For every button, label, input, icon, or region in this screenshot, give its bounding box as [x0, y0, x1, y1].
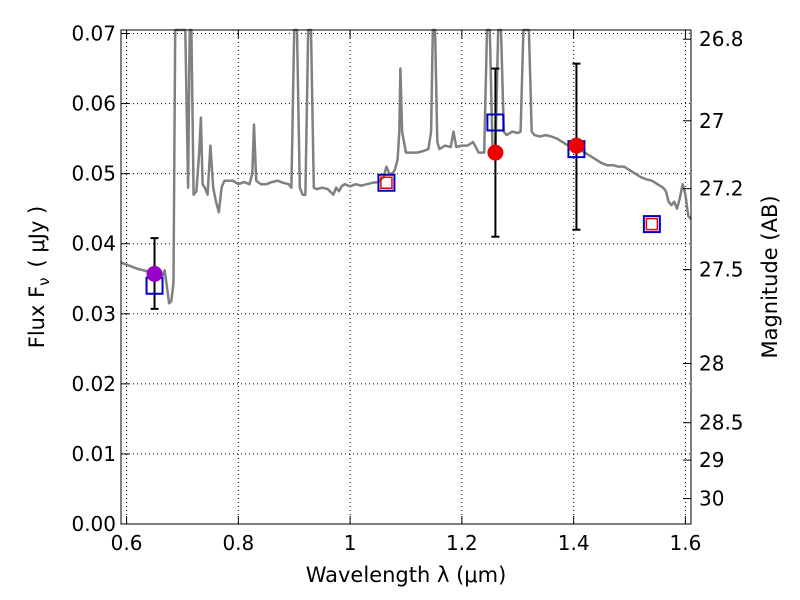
model-spectrum — [120, 28, 692, 305]
model-photometry-square — [377, 173, 396, 192]
x-tick-label: 0.6 — [111, 531, 143, 555]
y-tick-label: 0.06 — [71, 92, 116, 116]
x-axis-label: Wavelength λ (μm) — [306, 563, 507, 587]
photometry-markers — [145, 62, 661, 310]
observed-point — [568, 137, 585, 154]
y-tick-label: 0.03 — [71, 302, 116, 326]
right-tick-label: 28 — [699, 351, 724, 375]
small-red-square — [380, 176, 393, 190]
right-tick-label: 27 — [699, 109, 724, 133]
right-tick-label: 29 — [699, 448, 724, 472]
right-tick-label: 27.2 — [699, 177, 744, 201]
model-photometry-square — [642, 215, 661, 234]
y-tick-label: 0.05 — [71, 162, 116, 186]
right-tick-label: 26.8 — [699, 27, 744, 51]
y-tick-label: 0.04 — [71, 232, 116, 256]
x-tick-label: 1 — [344, 531, 357, 555]
plot-frame — [120, 29, 692, 525]
observed-point — [487, 144, 504, 161]
y-axis-left-label-sub: ν — [35, 277, 53, 285]
right-tick-label: 27.5 — [699, 258, 744, 282]
x-tick-label: 1.2 — [446, 531, 478, 555]
x-tick-label: 0.8 — [222, 531, 254, 555]
y-axis-left-label-text: Flux F — [25, 286, 49, 348]
right-tick-label: 30 — [699, 487, 724, 511]
y-tick-label: 0.02 — [71, 372, 116, 396]
y-tick-label: 0.00 — [71, 512, 116, 536]
right-tick-label: 28.5 — [699, 411, 744, 435]
spectrum-line — [120, 28, 692, 305]
y-tick-label: 0.01 — [71, 442, 116, 466]
y-axis-right-label: Magnitude (AB) — [758, 195, 782, 358]
grid-lines — [121, 30, 691, 524]
observed-special-point — [146, 265, 163, 282]
svg-text:Flux Fν( μJy ): Flux Fν ( μJy ) — [25, 206, 53, 349]
axis-ticks: 0.6 0.8 1 1.2 1.4 1.6 0.00 0.01 0.02 0.03 0.04 0.05… — [71, 22, 743, 555]
x-tick-label: 1.4 — [558, 531, 590, 555]
model-photometry-square — [486, 113, 505, 132]
y-axis-left-label-unit: ( μJy ) — [25, 206, 49, 268]
x-tick-label: 1.6 — [670, 531, 702, 555]
small-red-square — [645, 217, 659, 231]
y-axis-left-label: Flux Fν ( μJy ) — [25, 206, 53, 349]
y-tick-label: 0.07 — [71, 22, 116, 46]
